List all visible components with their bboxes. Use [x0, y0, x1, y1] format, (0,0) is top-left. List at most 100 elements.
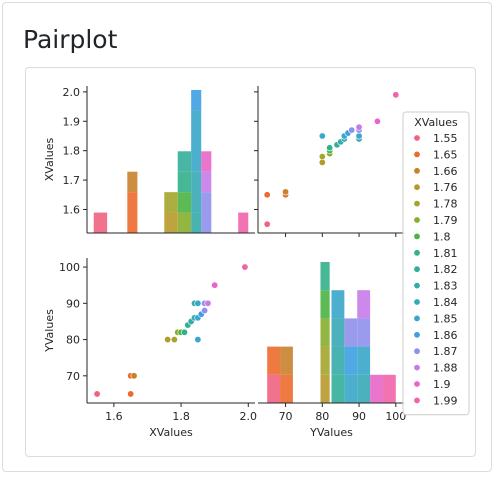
legend-entry: 1.78 — [433, 198, 458, 211]
hist-bar-y-1_85 — [331, 290, 345, 319]
tick-label-x-br: 90 — [352, 410, 366, 423]
hist-bar-x-1_8 — [177, 192, 192, 213]
scatter-point-bl — [211, 281, 219, 289]
xlabel-br: YValues — [309, 426, 353, 439]
hist-bar-y-1_88 — [357, 290, 371, 319]
legend-marker-1_88 — [413, 364, 421, 372]
hist-bar-x-1_65 — [127, 192, 138, 233]
scatter-point-tr — [373, 117, 381, 125]
scatter-point-tr — [392, 91, 400, 99]
hist-bar-y-1_78 — [320, 346, 330, 375]
legend-entry: 1.86 — [433, 329, 458, 342]
legend-entry: 1.87 — [433, 345, 458, 358]
scatter-point-tr — [348, 126, 356, 134]
hist-bar-y-1_87 — [344, 318, 358, 347]
scatter-point-bl — [180, 328, 188, 336]
legend-marker-1_84 — [413, 298, 421, 306]
scatter-point-bl — [127, 390, 135, 398]
hist-bar-x-1_82 — [177, 151, 192, 172]
legend-entry: 1.85 — [433, 312, 458, 325]
hist-bar-x-1_84 — [191, 171, 202, 213]
hist-bar-x-1_99 — [238, 212, 249, 233]
legend-marker-1_78 — [413, 200, 421, 208]
scatter-point-tr — [355, 132, 363, 140]
scatter-point-tr — [263, 220, 271, 228]
hist-bar-x-1_66 — [127, 171, 138, 193]
hist-bar-y-1_86 — [344, 346, 358, 375]
legend-entry: 1.66 — [433, 165, 458, 178]
hist-bar-y-1_65 — [280, 374, 293, 403]
legend-entry: 1.65 — [433, 148, 458, 161]
hist-bar-y-1_85 — [344, 374, 358, 403]
legend-entry: 1.82 — [433, 263, 458, 276]
hist-bar-y-1_55 — [267, 374, 281, 403]
legend-entry: 1.83 — [433, 280, 458, 293]
tick-label-y-bl: 90 — [66, 297, 80, 310]
legend-entry: 1.81 — [433, 247, 458, 260]
xlabel-bl: XValues — [149, 426, 193, 439]
tick-label-y-tl: 1.7 — [63, 174, 81, 187]
hist-bar-x-1_86 — [191, 90, 202, 111]
legend-entry: 1.9 — [433, 378, 451, 391]
hist-bar-x-1_81 — [177, 171, 192, 193]
scatter-point-bl — [241, 263, 249, 271]
hist-bar-y-1_8 — [320, 290, 330, 319]
legend-marker-1_55 — [413, 134, 421, 142]
hist-bar-x-1_85 — [191, 110, 202, 172]
scatter-point-bl — [164, 336, 172, 344]
hist-bar-x-1_83 — [191, 212, 202, 233]
tick-label-x-br: 100 — [385, 410, 406, 423]
legend-title: XValues — [414, 116, 458, 129]
tick-label-y-bl: 100 — [59, 261, 80, 274]
scatter-point-bl — [201, 307, 209, 315]
page-title: Pairplot — [23, 25, 118, 54]
tick-label-x-bl: 2.0 — [240, 410, 258, 423]
hist-bar-y-1_66 — [280, 346, 293, 375]
legend-marker-1_82 — [413, 265, 421, 273]
hist-bar-y-1_87 — [357, 318, 371, 347]
scatter-point-tr — [282, 188, 290, 196]
legend-marker-1_81 — [413, 249, 421, 257]
tick-label-y-tl: 1.6 — [63, 203, 81, 216]
hist-bar-y-1_76 — [320, 374, 330, 403]
tick-label-y-tl: 1.8 — [63, 145, 81, 158]
tick-label-x-bl: 1.6 — [105, 410, 123, 423]
legend-entry: 1.76 — [433, 181, 458, 194]
legend-marker-1_99 — [413, 396, 421, 404]
hist-bar-y-1_81 — [320, 262, 330, 291]
scatter-point-tr — [318, 153, 326, 161]
hist-bar-x-1_9 — [201, 151, 212, 172]
tick-label-y-tl: 2.0 — [63, 86, 81, 99]
legend-marker-1_87 — [413, 347, 421, 355]
legend-marker-1_86 — [413, 331, 421, 339]
scatter-point-tr — [263, 191, 271, 199]
hist-bar-y-1_83 — [331, 346, 345, 375]
legend-marker-1_66 — [413, 167, 421, 175]
hist-bar-y-1_79 — [320, 318, 330, 347]
hist-bar-x-1_55 — [93, 212, 108, 233]
hist-bar-x-1_78 — [164, 192, 178, 213]
legend-entry: 1.99 — [433, 394, 458, 407]
tick-label-y-tl: 1.9 — [63, 115, 81, 128]
legend-entry: 1.84 — [433, 296, 458, 309]
legend-marker-1_79 — [413, 216, 421, 224]
scatter-point-bl — [93, 390, 101, 398]
hist-bar-y-1_82 — [331, 374, 345, 403]
legend-marker-1_9 — [413, 380, 421, 388]
hist-bar-y-1_99 — [382, 374, 396, 403]
hist-bar-x-1_79 — [177, 212, 192, 233]
tick-label-x-br: 80 — [315, 410, 329, 423]
scatter-point-bl — [194, 336, 202, 344]
scatter-point-bl — [170, 336, 178, 344]
legend-entry: 1.55 — [433, 132, 458, 145]
tick-label-x-br: 70 — [279, 410, 293, 423]
tick-label-y-bl: 80 — [66, 334, 80, 347]
hist-bar-x-1_87 — [201, 192, 212, 233]
ylabel-tl: XValues — [43, 137, 56, 181]
legend-entry: 1.8 — [433, 230, 451, 243]
ylabel-bl: YValues — [43, 309, 56, 353]
scatter-point-tr — [326, 144, 334, 152]
legend-entry: 1.88 — [433, 362, 458, 375]
legend-marker-1_65 — [413, 150, 421, 158]
